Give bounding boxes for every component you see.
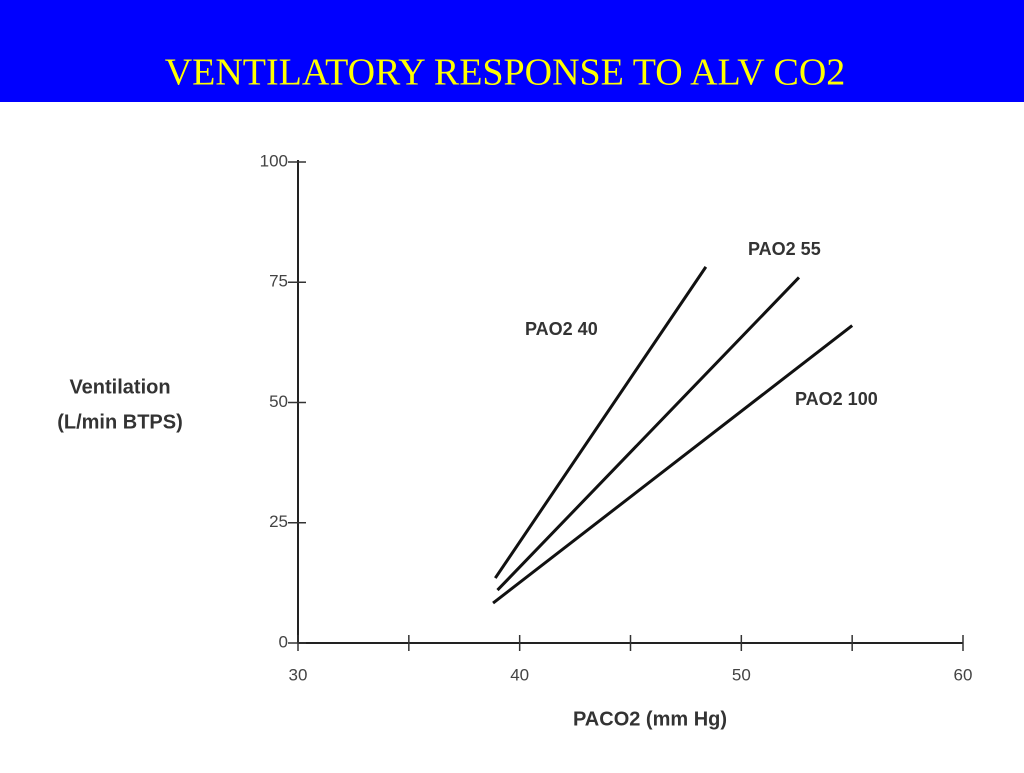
x-tick-label: 60	[954, 665, 973, 684]
y-tick-label: 75	[269, 272, 288, 291]
series-line	[494, 266, 708, 579]
x-axis-label: PACO2 (mm Hg)	[573, 708, 727, 730]
series-line	[496, 276, 801, 592]
header-bar	[0, 0, 1024, 102]
y-axis-label: (L/min BTPS)	[57, 411, 183, 433]
series-label: PAO2 40	[525, 319, 598, 339]
x-tick-label: 50	[732, 665, 751, 684]
y-tick-label: 50	[269, 392, 288, 411]
slide-title: VENTILATORY RESPONSE TO ALV CO2	[165, 52, 846, 94]
y-tick-label: 0	[279, 632, 288, 651]
series-label: PAO2 55	[748, 239, 821, 259]
x-tick-label: 30	[289, 665, 308, 684]
series-line	[492, 324, 854, 605]
x-tick-label: 40	[510, 665, 529, 684]
series-label: PAO2 100	[795, 389, 878, 409]
y-tick-label: 100	[260, 151, 288, 170]
y-axis-label: Ventilation	[69, 376, 170, 398]
y-tick-label: 25	[269, 512, 288, 531]
